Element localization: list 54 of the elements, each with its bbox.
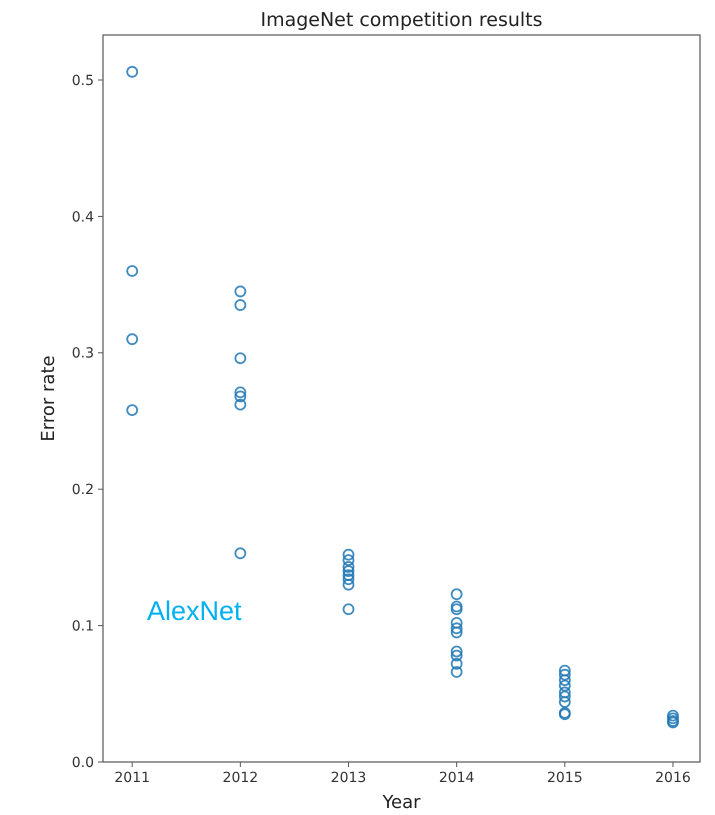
point bbox=[126, 333, 138, 346]
y-tick-label: 0.4 bbox=[72, 209, 94, 226]
point bbox=[558, 668, 571, 681]
point bbox=[558, 664, 571, 677]
x-axis-title: Year bbox=[381, 792, 422, 813]
y-tick-label: 0.0 bbox=[72, 754, 94, 771]
x-tick-label: 2014 bbox=[438, 770, 475, 786]
y-tick-label: 0.5 bbox=[72, 72, 94, 89]
chart-title: ImageNet competition results bbox=[260, 9, 543, 31]
point bbox=[234, 398, 246, 411]
point bbox=[342, 578, 354, 591]
point bbox=[450, 650, 463, 662]
point bbox=[234, 286, 246, 298]
point bbox=[558, 686, 571, 698]
x-tick-label: 2015 bbox=[546, 770, 583, 786]
x-tick-label: 2011 bbox=[114, 770, 150, 786]
point bbox=[126, 66, 138, 78]
point bbox=[342, 573, 354, 586]
point bbox=[558, 696, 571, 708]
point bbox=[558, 690, 571, 702]
point bbox=[342, 603, 354, 616]
point bbox=[450, 646, 463, 658]
y-axis-title: Error rate bbox=[38, 355, 59, 442]
point bbox=[342, 569, 354, 582]
point bbox=[450, 603, 463, 616]
point bbox=[234, 299, 246, 311]
point bbox=[234, 386, 246, 398]
point bbox=[450, 616, 463, 629]
point bbox=[126, 265, 138, 277]
point bbox=[667, 712, 679, 724]
y-tick-label: 0.1 bbox=[72, 618, 94, 634]
point bbox=[126, 404, 138, 416]
point bbox=[450, 600, 463, 612]
x-tick-label: 2012 bbox=[222, 770, 258, 786]
point bbox=[450, 658, 463, 670]
point bbox=[450, 588, 463, 600]
point bbox=[450, 626, 463, 638]
point bbox=[234, 390, 246, 402]
point bbox=[342, 565, 354, 577]
point bbox=[558, 674, 571, 686]
y-tick-label: 0.3 bbox=[72, 346, 94, 362]
point bbox=[667, 710, 679, 722]
x-tick-label: 2013 bbox=[330, 770, 366, 786]
y-tick-label: 0.2 bbox=[72, 482, 94, 498]
point bbox=[234, 547, 246, 560]
point bbox=[234, 352, 246, 364]
annotation: AlexNet bbox=[147, 596, 242, 626]
point bbox=[558, 680, 571, 692]
point bbox=[342, 554, 354, 566]
point bbox=[450, 622, 463, 634]
point bbox=[450, 666, 463, 678]
x-tick-label: 2016 bbox=[655, 770, 691, 786]
point bbox=[342, 561, 354, 573]
point bbox=[342, 548, 354, 561]
